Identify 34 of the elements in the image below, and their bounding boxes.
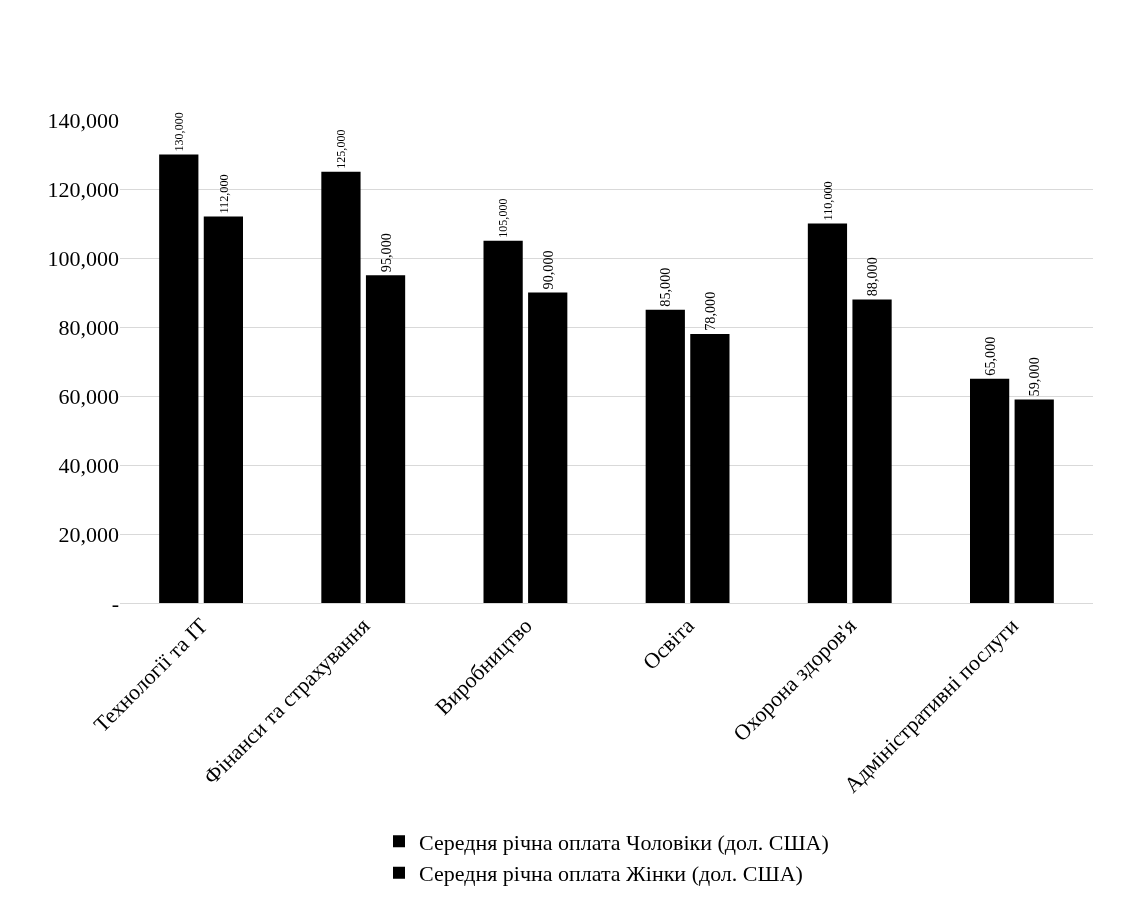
bar: [645, 309, 685, 603]
data-label: 85,000: [657, 267, 674, 307]
legend-label: Середня річна оплата Чоловіки (дол. США): [419, 829, 829, 855]
y-tick-label: 100,000: [47, 245, 119, 271]
bar: [159, 154, 199, 603]
bar: [483, 240, 523, 603]
bar: [203, 216, 243, 603]
data-label: 95,000: [377, 233, 394, 273]
bar: [321, 171, 361, 603]
y-tick-label: 40,000: [58, 452, 119, 478]
data-label: 110,000: [820, 181, 835, 221]
bar: [852, 299, 892, 603]
data-label: 88,000: [864, 257, 881, 297]
bar: [970, 378, 1010, 603]
y-tick-label: 20,000: [58, 521, 119, 547]
y-tick-label: 120,000: [47, 176, 119, 202]
data-label: 59,000: [1026, 357, 1043, 397]
bar: [365, 275, 406, 603]
bar: [1014, 399, 1054, 603]
data-label: 65,000: [981, 336, 998, 376]
data-label: 125,000: [334, 129, 349, 169]
data-label: 112,000: [216, 174, 231, 214]
data-label: 105,000: [496, 198, 511, 238]
y-tick-label: 60,000: [58, 383, 119, 409]
y-tick-label: 80,000: [58, 314, 119, 340]
bar: [690, 333, 730, 603]
data-label: 130,000: [172, 112, 187, 152]
legend-label: Середня річна оплата Жінки (дол. США): [419, 861, 803, 887]
bar: [807, 223, 848, 603]
data-label: 90,000: [539, 250, 556, 290]
y-tick-label: 140,000: [47, 107, 119, 133]
y-tick-label: -: [111, 590, 119, 616]
data-label: 78,000: [701, 291, 718, 331]
bar: [528, 292, 568, 603]
